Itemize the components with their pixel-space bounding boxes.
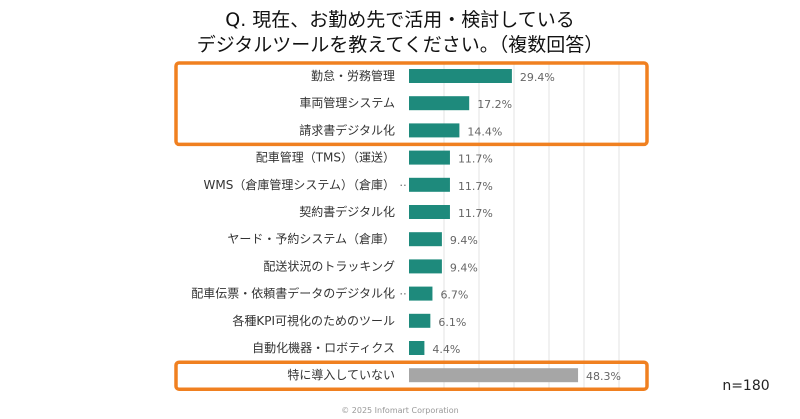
value-label: 6.7% bbox=[440, 289, 468, 302]
category-label: 各種KPI可視化のためのツール bbox=[232, 313, 395, 328]
gridlines bbox=[443, 64, 620, 388]
bar bbox=[409, 150, 450, 165]
bar bbox=[409, 96, 470, 111]
category-label: 契約書デジタル化 bbox=[299, 204, 395, 219]
value-label: 4.4% bbox=[432, 343, 460, 356]
bar bbox=[409, 259, 442, 274]
bar bbox=[409, 341, 425, 355]
sample-size-note: n=180 bbox=[722, 378, 769, 394]
category-label: 請求書デジタル化 bbox=[299, 122, 395, 137]
category-label: 自動化機器・ロボティクス bbox=[252, 340, 395, 355]
chart-title-line-2: デジタルツールを教えてください。（複数回答） bbox=[197, 34, 604, 56]
bar bbox=[409, 368, 579, 383]
value-label: 17.2% bbox=[477, 98, 512, 111]
value-label: 6.1% bbox=[438, 316, 466, 329]
bar bbox=[409, 286, 433, 301]
bar bbox=[409, 177, 450, 192]
category-label: 特に導入していない bbox=[287, 367, 395, 382]
value-label: 9.4% bbox=[450, 261, 478, 274]
category-label: ヤード・予約システム（倉庫） bbox=[227, 231, 395, 246]
copyright: © 2025 Infomart Corporation bbox=[341, 406, 459, 415]
value-label: 29.4% bbox=[520, 71, 555, 84]
highlight-boxes bbox=[174, 61, 649, 391]
bar bbox=[409, 69, 512, 83]
highlight-box bbox=[174, 61, 649, 147]
category-label: WMS（倉庫管理システム）（倉庫） bbox=[204, 177, 395, 192]
value-label: 11.7% bbox=[458, 180, 493, 193]
bar bbox=[409, 123, 460, 138]
value-label: 11.7% bbox=[458, 207, 493, 220]
truncation-mark: ‥ bbox=[399, 176, 406, 189]
value-label: 9.4% bbox=[450, 234, 478, 247]
bar bbox=[409, 232, 442, 247]
value-label: 11.7% bbox=[458, 153, 493, 166]
bars: 勤怠・労務管理 29.4% 車両管理システム 17.2% 請求書デジタル化 14.4% 配車… bbox=[191, 68, 621, 383]
bar bbox=[409, 205, 450, 219]
truncation-mark: ‥ bbox=[399, 285, 406, 298]
category-label: 車両管理システム bbox=[299, 95, 395, 110]
chart-title-line-1: Q. 現在、お勤め先で活用・検討している bbox=[225, 9, 574, 31]
highlight-box bbox=[174, 360, 649, 391]
category-label: 配車管理（TMS）（運送） bbox=[256, 150, 395, 165]
category-label: 勤怠・労務管理 bbox=[311, 68, 395, 83]
category-label: 配車伝票・依頼書データのデジタル化 bbox=[191, 286, 395, 301]
value-label: 14.4% bbox=[467, 125, 502, 138]
category-label: 配送状況のトラッキング bbox=[263, 258, 395, 273]
value-label: 48.3% bbox=[586, 370, 621, 383]
bar bbox=[409, 313, 431, 328]
